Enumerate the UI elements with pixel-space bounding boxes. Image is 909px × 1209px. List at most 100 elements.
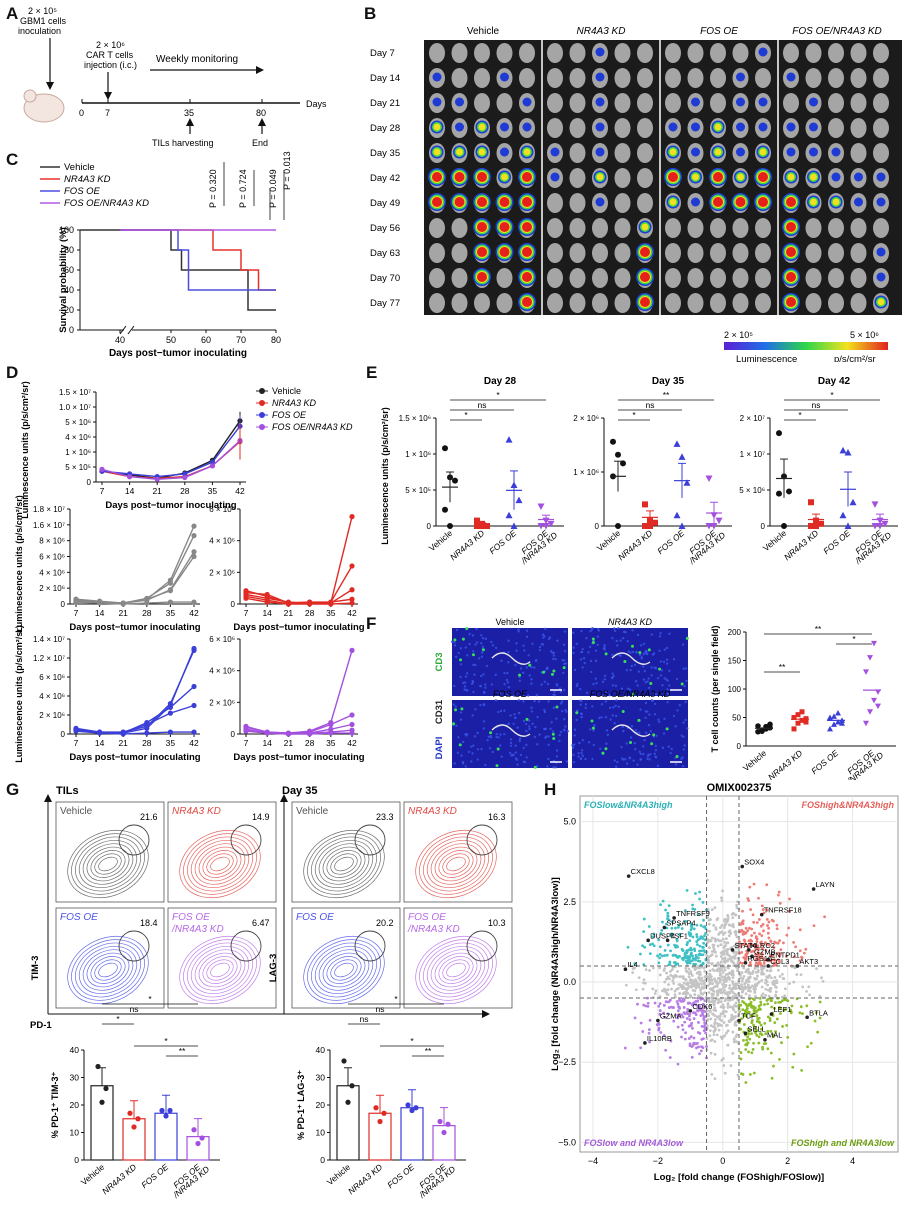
h-gene-point xyxy=(701,900,705,904)
p-value: P = 0.013 xyxy=(282,151,292,190)
h-gene-point xyxy=(760,955,764,959)
e-point xyxy=(652,519,658,526)
e-point xyxy=(537,503,545,511)
h-gene-point xyxy=(750,1021,754,1025)
f-point xyxy=(791,726,797,732)
h-gene-point xyxy=(700,976,704,980)
h-gene-point xyxy=(740,979,744,983)
g-bar xyxy=(186,1136,210,1161)
mouse-image xyxy=(614,93,631,113)
h-gene-label: GZMA xyxy=(660,1012,682,1021)
h-gene-point xyxy=(743,931,746,935)
y-tick: 0 xyxy=(61,730,66,739)
panel-b-bli: Vehicle NR4A3 KD FOS OE FOS OE/NR4A3 KD Day … xyxy=(364,22,904,365)
h-gene-point xyxy=(719,1012,723,1016)
h-gene-point xyxy=(721,975,724,979)
h-gene-point xyxy=(687,931,691,934)
h-gene-point xyxy=(766,942,769,946)
h-gene-point xyxy=(664,1048,668,1052)
h-gene-point xyxy=(723,975,727,979)
mouse-image xyxy=(687,243,704,263)
d-point xyxy=(285,731,291,737)
y-tick: 5 × 10⁶ xyxy=(739,486,765,495)
mouse-image xyxy=(637,68,653,88)
h-gene-label: LEF1 xyxy=(773,1005,791,1014)
bli-signal xyxy=(595,72,605,82)
h-gene-point xyxy=(712,1003,716,1007)
h-gene-point xyxy=(677,1005,681,1009)
h-gene-point xyxy=(673,943,676,947)
bli-image-grid: Vehicle NR4A3 KD FOS OE FOS OE/NR4A3 KD Day … xyxy=(370,26,902,365)
mouse-image xyxy=(732,43,749,63)
flow-gate-value: 20.2 xyxy=(376,918,394,928)
h-gene-point xyxy=(799,973,803,977)
h-gene-point xyxy=(717,932,721,936)
h-gene-point xyxy=(633,1016,637,1020)
h-gene-point xyxy=(755,937,759,941)
h-gene-point xyxy=(689,924,693,928)
d-point xyxy=(191,647,197,653)
h-gene-point xyxy=(765,998,769,1002)
h-gene-point xyxy=(647,1028,651,1032)
h-gene-point xyxy=(706,933,710,937)
h-gene-point xyxy=(722,991,726,994)
h-gene-point xyxy=(670,926,674,930)
h-gene-point xyxy=(714,979,717,983)
h-gene-point xyxy=(696,1009,700,1013)
h-gene-point xyxy=(775,927,779,931)
mouse-image xyxy=(665,268,681,288)
f-x-label: FOS OE xyxy=(809,748,840,777)
h-quadrant-tr: FOShigh&NR4A3high xyxy=(802,800,895,810)
h-gene-point xyxy=(736,969,739,972)
h-gene-point xyxy=(636,1002,639,1006)
h-gene-point xyxy=(668,960,672,964)
h-gene-point xyxy=(783,987,787,991)
h-gene-point xyxy=(688,1044,692,1048)
h-gene-point xyxy=(694,962,697,966)
x-axis-label: Days post−tumor inoculating xyxy=(233,752,364,763)
e-day-title: Day 28 xyxy=(484,376,517,387)
h-gene-point xyxy=(741,962,744,965)
h-gene-point xyxy=(760,951,764,955)
h-gene-label: TSF1 xyxy=(670,931,688,940)
mouse-image xyxy=(569,293,586,313)
h-gene-point xyxy=(807,985,811,989)
bli-signal xyxy=(876,247,886,257)
d-point xyxy=(264,730,270,736)
mouse-image xyxy=(828,118,844,138)
h-gene-point xyxy=(774,985,777,988)
h-gene-point xyxy=(757,952,760,956)
d-point xyxy=(349,647,355,653)
h-gene-point xyxy=(744,1008,748,1012)
h-gene-point xyxy=(726,1043,730,1047)
x-tick: 28 xyxy=(180,486,190,496)
h-gene-point xyxy=(713,950,717,954)
mouse-image xyxy=(687,218,704,238)
h-gene-point xyxy=(721,971,725,974)
h-gene-point xyxy=(697,1006,701,1010)
h-gene-point xyxy=(714,963,718,967)
y-tick: 4 × 10⁶ xyxy=(39,568,65,577)
h-gene-point xyxy=(728,978,731,981)
h-gene-point xyxy=(684,920,688,923)
mouse-image xyxy=(614,268,631,288)
h-gene-point xyxy=(658,973,662,977)
h-gene-point xyxy=(648,969,651,972)
mouse-image xyxy=(755,243,771,263)
h-gene-point xyxy=(694,954,698,957)
h-gene-point xyxy=(781,977,785,980)
h-gene-point xyxy=(652,932,656,936)
h-gene-point xyxy=(711,1012,715,1016)
mouse-image xyxy=(569,143,586,163)
x-tick: 42 xyxy=(189,608,199,618)
h-gene-point xyxy=(641,1030,645,1033)
h-gene-point xyxy=(701,992,704,996)
h-gene-point xyxy=(734,987,738,990)
h-gene-point xyxy=(766,983,769,987)
h-gene-point xyxy=(800,1068,804,1072)
h-gene-point xyxy=(759,924,763,928)
h-gene-point xyxy=(726,1029,730,1033)
h-gene-point xyxy=(755,1014,759,1017)
d-series-line xyxy=(75,551,195,604)
bli-signal xyxy=(876,272,886,282)
